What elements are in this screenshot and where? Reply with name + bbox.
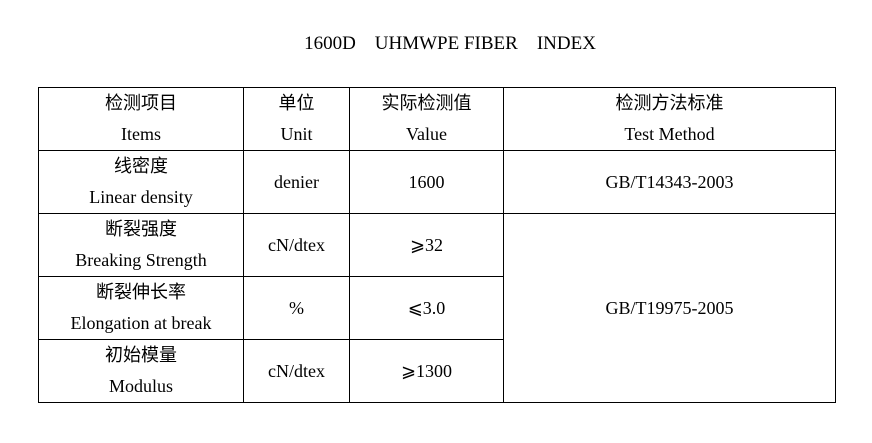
value-cell: 1600 [349,150,504,214]
header-value-en: Value [406,124,447,144]
header-items-zh: 检测项目 [105,93,177,113]
header-unit-zh: 单位 [278,93,315,113]
header-method: 检测方法标准 Test Method [503,87,836,151]
item-cell: 断裂伸长率 Elongation at break [38,276,244,340]
unit-cell: cN/dtex [243,339,350,403]
table-row: 断裂强度 Breaking Strength cN/dtex ⩾32 GB/T19… [38,213,836,403]
value-cell: ⩾1300 [349,339,504,403]
document-title: 1600D UHMWPE FIBER INDEX [304,33,596,54]
item-zh: 断裂伸长率 [96,282,186,302]
table-header-row: 检测项目 Items 单位 Unit 实际检测值 Value 检测方法标准 Test M… [38,87,836,151]
item-cell: 线密度 Linear density [38,150,244,214]
item-cell: 断裂强度 Breaking Strength [38,213,244,277]
header-method-en: Test Method [624,124,715,144]
unit-cell: % [243,276,350,340]
unit-cell: cN/dtex [243,213,350,277]
table-row: 初始模量 Modulus cN/dtex ⩾1300 [38,339,836,403]
header-unit-en: Unit [280,124,313,144]
item-en: Linear density [89,187,193,207]
item-en: Breaking Strength [75,250,207,270]
header-value: 实际检测值 Value [349,87,504,151]
item-zh: 断裂强度 [105,219,177,239]
item-en: Modulus [108,376,173,396]
header-method-zh: 检测方法标准 [615,93,724,113]
item-zh: 线密度 [114,156,168,176]
method-cell: GB/T19975-2005 [503,213,836,403]
item-cell: 初始模量 Modulus [38,339,244,403]
value-cell: ⩾32 [349,213,504,277]
table-row: 线密度 Linear density denier 1600 GB/T14343-… [38,150,836,214]
item-en: Elongation at break [70,313,212,333]
header-unit: 单位 Unit [243,87,350,151]
header-value-zh: 实际检测值 [381,93,472,113]
table-row: 断裂伸长率 Elongation at break % ⩽3.0 [38,276,836,340]
value-cell: ⩽3.0 [349,276,504,340]
unit-cell: denier [243,150,350,214]
item-zh: 初始模量 [105,345,177,365]
header-items: 检测项目 Items [38,87,244,151]
fiber-index-table: 检测项目 Items 单位 Unit 实际检测值 Value 检测方法标准 Test M… [38,87,836,403]
method-cell: GB/T14343-2003 [503,150,836,214]
header-items-en: Items [121,124,161,144]
